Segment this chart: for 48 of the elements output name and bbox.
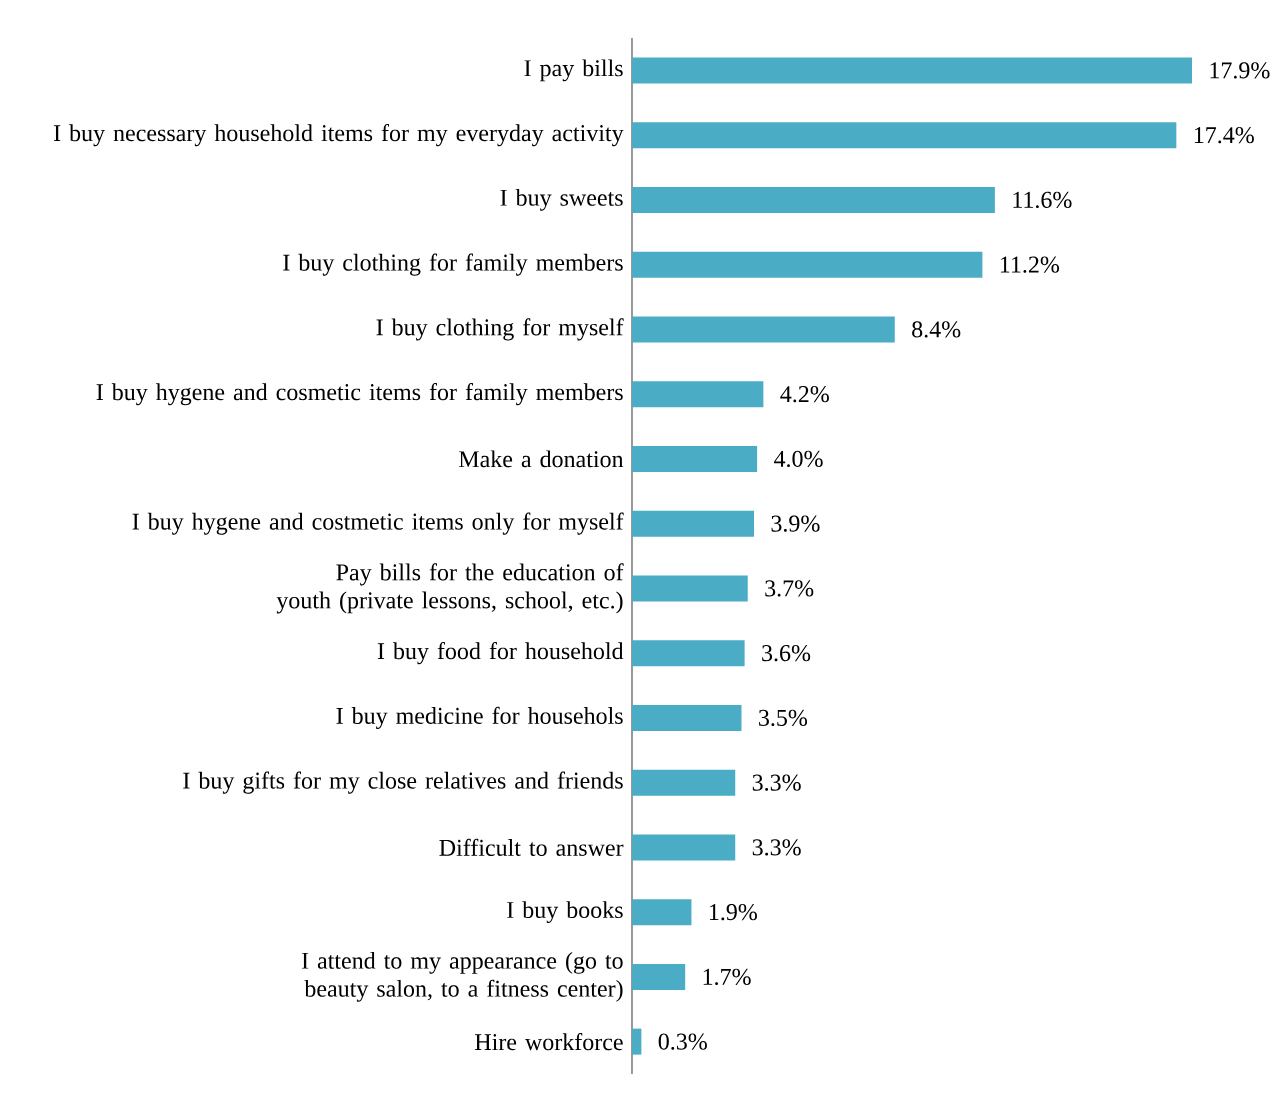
data-label: 3.9% [771, 515, 820, 532]
bar [631, 640, 745, 667]
data-label: 0.3% [658, 1033, 707, 1050]
data-label: 1.9% [709, 903, 757, 921]
bar [631, 251, 983, 278]
y-tick-label: I buy hygene and cosmetic items for family members [96, 383, 623, 406]
data-label: 4.0% [774, 450, 823, 468]
y-tick-label: I buy sweets [500, 188, 623, 211]
data-label: 4.2% [780, 385, 829, 403]
y-tick-label: I buy clothing for myself [376, 318, 624, 341]
y-tick-label: I buy clothing for family members [283, 253, 623, 276]
bar [631, 445, 758, 472]
data-label: 17.4% [1194, 126, 1254, 144]
data-label: 11.2% [1000, 256, 1060, 273]
bar [631, 381, 764, 408]
y-tick-label: I buy gifts for my close relatives and friends [183, 771, 623, 794]
data-label: 3.3% [752, 839, 801, 856]
data-label: 8.4% [912, 321, 961, 338]
bar [631, 316, 895, 343]
y-tick-label: I buy medicine for househols [336, 706, 623, 729]
bar [631, 575, 748, 602]
bar [631, 1028, 642, 1055]
data-label: 3.7% [765, 580, 814, 597]
y-tick-label: Hire workforce [475, 1033, 623, 1051]
bar [631, 769, 736, 796]
data-label: 17.9% [1210, 62, 1270, 79]
y-tick-label: Make a donation [458, 450, 624, 468]
y-tick-label: I buy hygene and costmetic items only for myself [132, 512, 624, 535]
bar [631, 57, 1192, 84]
y-tick-label: I attend to my appearance (go to beauty salon, to a fitness center) [301, 951, 623, 1002]
data-label: 11.6% [1013, 191, 1072, 209]
y-tick-label: I buy necessary household items for my everyday activity [53, 124, 624, 147]
data-label: 3.5% [759, 709, 808, 727]
bar [631, 186, 995, 213]
data-label: 3.3% [752, 774, 801, 791]
y-tick-label: I buy books [507, 901, 623, 924]
bar [631, 122, 1177, 149]
bar [631, 963, 686, 990]
data-label: 1.7% [703, 968, 751, 986]
bar [631, 704, 742, 731]
bar [631, 834, 736, 861]
y-tick-label: Pay bills for the education of youth (private lessons, school, etc.) [276, 563, 624, 614]
y-tick-label: I pay bills [524, 59, 623, 82]
bar [631, 510, 754, 537]
y-tick-label: Difficult to answer [439, 838, 624, 856]
bar [631, 899, 692, 926]
data-label: 3.6% [762, 644, 811, 662]
y-tick-label: I buy food for household [377, 642, 624, 665]
